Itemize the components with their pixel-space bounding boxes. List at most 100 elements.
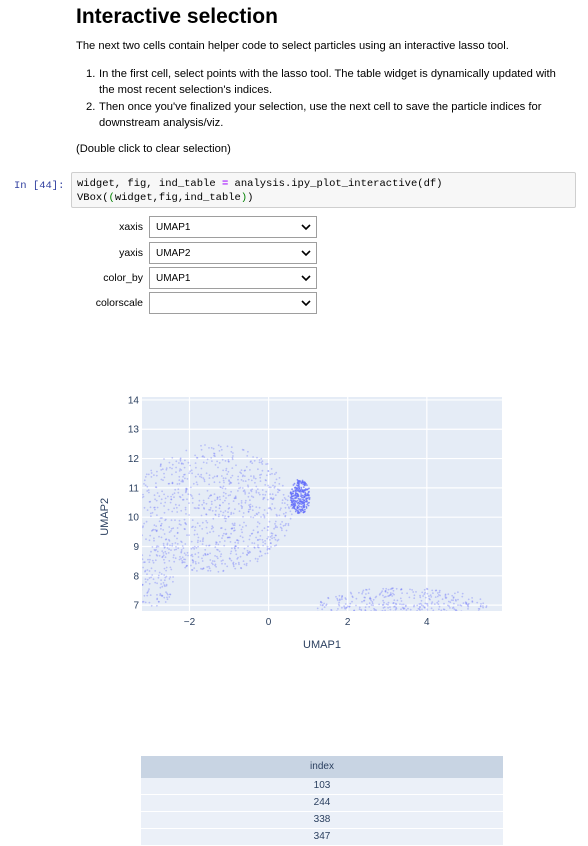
scatter-point xyxy=(344,603,347,605)
scatter-point xyxy=(142,558,144,561)
scatter-point xyxy=(337,608,339,610)
scatter-point xyxy=(234,496,237,499)
scatter-point xyxy=(240,567,243,570)
scatter-point xyxy=(434,596,437,598)
scatter-point xyxy=(168,560,171,562)
scatter-point xyxy=(210,494,213,497)
scatter-point xyxy=(192,546,194,549)
scatter-point xyxy=(467,618,469,620)
code-cell[interactable]: widget, fig, ind_table = analysis.ipy_pl… xyxy=(71,172,576,208)
scatter-point xyxy=(247,484,249,487)
scatter-point xyxy=(408,620,410,622)
scatter-point xyxy=(274,538,277,541)
scatter-point xyxy=(460,610,463,611)
scatter-point xyxy=(147,489,150,491)
scatter-point xyxy=(220,527,222,530)
scatter-point xyxy=(457,604,459,606)
scatter-point xyxy=(467,605,470,608)
scatter-point xyxy=(230,513,233,515)
scatter-point xyxy=(413,614,415,616)
scatter-point xyxy=(140,594,142,596)
scatter-point xyxy=(168,548,170,551)
scatter-point xyxy=(177,488,180,491)
scatter-point xyxy=(196,483,199,486)
scatter-point xyxy=(261,529,264,532)
scatter-point xyxy=(231,458,234,461)
scatter-point xyxy=(230,527,233,530)
scatter-point xyxy=(190,564,192,567)
scatter-point xyxy=(138,589,140,591)
scatter-point xyxy=(166,593,169,596)
scatter-point xyxy=(241,536,244,539)
scatter-point xyxy=(160,469,163,471)
scatter-point xyxy=(154,498,156,501)
scatter-point xyxy=(219,510,222,513)
scatter-point xyxy=(161,490,163,493)
scatter-point xyxy=(204,548,207,551)
scatter-point xyxy=(431,601,434,603)
scatter-point xyxy=(160,498,163,501)
xaxis-dropdown[interactable]: UMAP1 xyxy=(149,216,317,238)
scatter-point xyxy=(450,621,452,623)
color-by-dropdown[interactable]: UMAP1 xyxy=(149,267,317,289)
scatter-point xyxy=(457,598,459,601)
scatter-point xyxy=(230,532,233,535)
scatter-point xyxy=(183,561,186,564)
scatter-point xyxy=(246,554,249,556)
scatter-point xyxy=(172,554,175,556)
scatter-point xyxy=(202,537,205,540)
scatter-point xyxy=(439,594,441,597)
yaxis-dropdown[interactable]: UMAP2 xyxy=(149,242,317,264)
scatter-point xyxy=(176,532,179,534)
x-tick-label: 0 xyxy=(266,617,272,628)
scatter-point xyxy=(264,479,267,481)
scatter-point xyxy=(365,589,368,591)
scatter-point xyxy=(202,567,205,570)
xaxis-row: xaxis UMAP1 xyxy=(70,216,320,238)
scatter-point xyxy=(430,596,433,598)
scatter-point xyxy=(470,615,472,617)
scatter-point xyxy=(302,501,304,504)
scatter-point xyxy=(261,538,264,541)
scatter-point xyxy=(199,540,202,542)
scatter-point xyxy=(152,561,155,564)
scatter-point xyxy=(213,452,216,455)
scatter-point xyxy=(157,574,160,577)
scatter-point xyxy=(160,522,163,525)
scatter-point xyxy=(184,558,187,561)
scatter-point xyxy=(196,533,199,536)
scatter-point xyxy=(180,550,183,553)
scatter-point xyxy=(407,625,409,627)
scatter-point xyxy=(151,529,154,531)
scatter-point xyxy=(179,468,181,470)
scatter-point xyxy=(221,458,224,461)
scatter-point xyxy=(215,510,217,512)
scatter-point xyxy=(240,502,243,504)
scatter-point xyxy=(395,607,398,610)
scatter-point xyxy=(302,490,305,493)
scatter-point xyxy=(416,613,418,615)
scatter-point xyxy=(155,548,157,551)
scatter-point xyxy=(249,469,251,471)
scatter-point xyxy=(257,546,260,549)
scatter-point xyxy=(368,602,371,605)
scatter-point xyxy=(346,605,349,608)
scatter-point xyxy=(191,569,194,571)
scatter-point xyxy=(395,587,398,590)
scatter-point xyxy=(435,616,437,618)
scatter-point xyxy=(320,612,322,614)
scatter-point xyxy=(409,608,412,611)
scatter-point xyxy=(424,596,427,599)
scatter-point xyxy=(250,479,253,482)
scatter-point xyxy=(158,571,161,574)
scatter-point xyxy=(140,581,142,583)
scatter-point xyxy=(455,600,457,602)
scatter-point xyxy=(401,603,403,606)
scatter-point xyxy=(213,560,216,563)
scatter-point xyxy=(471,597,473,599)
scatter-point xyxy=(261,489,264,491)
scatter-point xyxy=(197,507,199,509)
scatter-point xyxy=(345,606,348,609)
colorscale-dropdown[interactable] xyxy=(149,292,317,314)
